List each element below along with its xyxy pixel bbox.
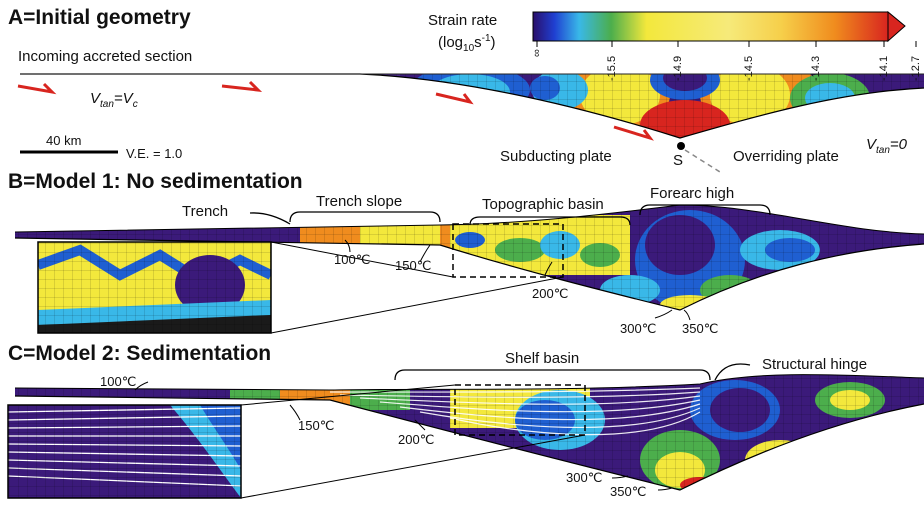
colorbar-unit-sup: -1 [481, 33, 491, 44]
colorbar-unit-close: ) [490, 34, 496, 51]
trench-slope-label: Trench slope [316, 193, 403, 210]
isotherm-c-100: 100℃ [100, 374, 137, 389]
isotherm-b-300: 300℃ [620, 321, 657, 336]
colorbar-title: Strain rate [428, 12, 498, 29]
colorbar-tick-label: -14.9 [672, 55, 684, 81]
structural-hinge-label: Structural hinge [762, 356, 868, 373]
panel-a-title: A=Initial geometry [8, 6, 191, 29]
inset-b [38, 242, 271, 333]
vtan-right-v: V [866, 136, 877, 153]
colorbar-arrow [887, 10, 906, 43]
point-s-label: S [673, 152, 684, 169]
isotherm-b-150: 150℃ [395, 258, 432, 273]
panel-c-section [7, 363, 924, 499]
velocity-arrows [17, 80, 654, 141]
point-s-marker [677, 142, 685, 150]
isotherm-b-200: 200℃ [532, 286, 569, 301]
vtan-right-rest: =0 [889, 136, 908, 153]
colorbar-unit-open: (log [438, 34, 464, 51]
colorbar-tick-label: -14.5 [743, 55, 755, 81]
colorbar-gradient [532, 11, 889, 42]
colorbar [532, 10, 917, 47]
incoming-section-label: Incoming accreted section [18, 48, 193, 65]
subducting-plate-label: Subducting plate [500, 148, 612, 165]
vtan-left-v: V [90, 90, 101, 107]
shelf-basin-label: Shelf basin [505, 350, 580, 367]
isotherm-b-350: 350℃ [682, 321, 719, 336]
topographic-basin-label: Topographic basin [482, 196, 604, 213]
isotherm-c-300: 300℃ [566, 470, 603, 485]
trench-label: Trench [182, 203, 229, 220]
colorbar-tick-label: -12.7 [910, 55, 922, 81]
vtan-left-c: c [132, 99, 138, 110]
overriding-plate-label: Overriding plate [733, 148, 839, 165]
panel-c-title: C=Model 2: Sedimentation [8, 342, 272, 365]
isotherm-c-350: 350℃ [610, 484, 647, 499]
panel-b-brackets [249, 204, 771, 226]
forearc-high-label: Forearc high [650, 185, 735, 202]
colorbar-tick-label: ∞ [531, 49, 543, 57]
panel-c-brackets [394, 363, 751, 381]
panel-b-section [14, 204, 924, 334]
vtan-right-sub: tan [876, 145, 890, 156]
colorbar-unit-sub: 10 [463, 43, 475, 54]
isotherm-c-150: 150℃ [298, 418, 335, 433]
inset-c [8, 405, 241, 498]
panel-b-title: B=Model 1: No sedimentation [8, 170, 303, 193]
colorbar-unit: (log10s-1) [438, 33, 496, 54]
scale-bar-label: 40 km [46, 133, 82, 148]
colorbar-tick-label: -14.3 [810, 55, 822, 81]
colorbar-unit-s: s [474, 34, 482, 51]
isotherm-c-200: 200℃ [398, 432, 435, 447]
colorbar-tick-label: -15.5 [606, 55, 618, 81]
vtan-left-label: Vtan=Vc [90, 90, 138, 110]
vtan-right-label: Vtan=0 [866, 136, 907, 156]
vtan-left-rest: =V [113, 90, 133, 107]
vertical-exaggeration-label: V.E. = 1.0 [126, 146, 183, 161]
isotherm-b-100: 100℃ [334, 252, 371, 267]
vtan-left-sub: tan [100, 99, 114, 110]
colorbar-tick-label: -14.1 [878, 55, 890, 81]
